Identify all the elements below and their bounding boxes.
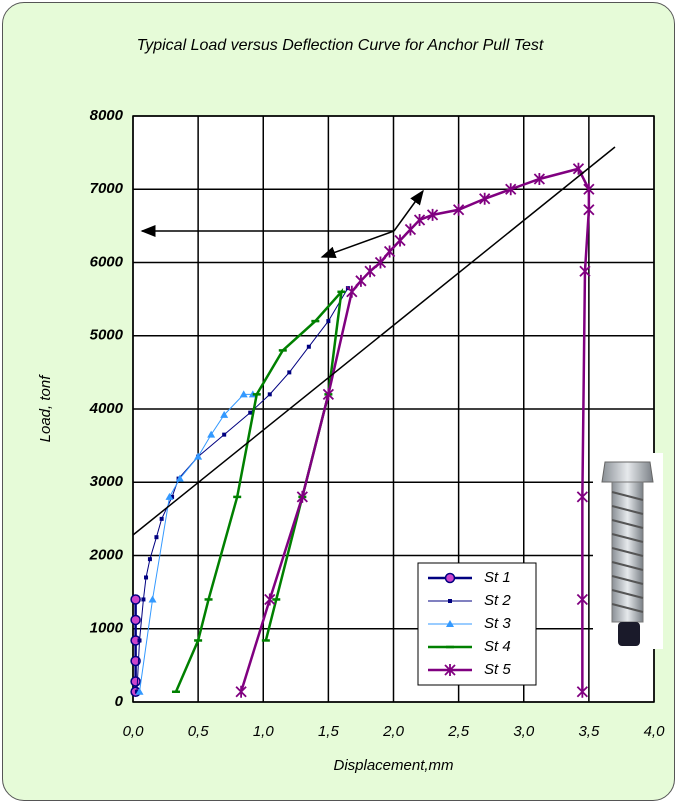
arrow: [320, 230, 395, 259]
y-tick-label: 6000: [90, 253, 124, 270]
marker: [130, 676, 141, 687]
marker: [576, 593, 588, 606]
bolt-image: [593, 453, 663, 649]
marker: [165, 492, 174, 500]
legend-label: St 3: [484, 615, 511, 632]
x-tick-label: 4,0: [644, 723, 666, 740]
marker: [444, 664, 456, 676]
plot-border: [132, 115, 655, 703]
marker: [222, 432, 227, 437]
marker: [374, 256, 387, 269]
marker: [264, 593, 276, 606]
legend-label: St 5: [484, 661, 511, 678]
marker: [322, 388, 335, 401]
x-tick-label: 0,5: [188, 723, 210, 740]
marker: [130, 655, 141, 667]
marker: [394, 234, 406, 247]
chart-title: Typical Load versus Deflection Curve for…: [136, 37, 544, 54]
series-line: [239, 167, 591, 693]
marker: [444, 572, 456, 584]
marker: [413, 214, 426, 227]
x-tick-label: 3,0: [513, 723, 535, 740]
marker: [220, 410, 229, 418]
y-tick-label: 1000: [90, 620, 124, 637]
x-tick-label: 1,0: [253, 723, 275, 740]
legend-label: St 2: [484, 592, 511, 609]
marker: [533, 172, 546, 185]
y-tick-label: 3000: [90, 473, 124, 490]
y-tick-label: 7000: [90, 180, 124, 197]
legend-label: St 1: [484, 569, 511, 586]
marker: [572, 162, 585, 175]
marker: [583, 203, 595, 216]
marker: [175, 474, 184, 482]
marker: [448, 599, 452, 603]
x-tick-label: 2,5: [447, 723, 470, 740]
marker: [446, 620, 454, 627]
marker: [248, 410, 253, 415]
legend-label: St 4: [484, 638, 511, 655]
marker: [505, 183, 517, 196]
marker: [576, 685, 588, 698]
marker: [235, 685, 247, 698]
marker: [296, 490, 308, 503]
marker: [364, 265, 376, 278]
marker: [170, 494, 175, 499]
marker: [147, 557, 152, 562]
x-tick-label: 0,0: [123, 723, 145, 740]
marker: [135, 687, 144, 695]
y-tick-label: 0: [115, 693, 124, 710]
arrow: [393, 189, 424, 232]
y-axis-label: Load, tonf: [37, 374, 54, 443]
y-tick-label: 4000: [89, 400, 124, 417]
marker: [404, 223, 417, 236]
marker: [287, 370, 292, 375]
marker: [579, 265, 591, 278]
marker: [383, 245, 396, 258]
marker: [159, 516, 164, 521]
x-tick-label: 2,0: [382, 723, 405, 740]
marker: [194, 452, 203, 460]
marker: [239, 390, 248, 398]
marker: [479, 192, 491, 205]
tangent-line: [132, 146, 616, 536]
marker: [207, 430, 216, 438]
marker: [267, 392, 272, 397]
marker: [306, 344, 311, 349]
marker: [130, 594, 141, 605]
marker: [452, 203, 465, 216]
marker: [154, 535, 159, 540]
y-tick-label: 8000: [90, 107, 124, 124]
y-tick-label: 2000: [89, 546, 124, 563]
marker: [346, 285, 358, 298]
marker: [144, 575, 149, 580]
x-axis-label: Displacement,mm: [333, 757, 453, 774]
marker: [148, 595, 157, 603]
x-tick-label: 3,5: [578, 723, 600, 740]
marker: [355, 274, 367, 287]
marker: [134, 689, 139, 694]
marker: [326, 319, 331, 324]
marker: [130, 614, 141, 626]
marker: [141, 597, 146, 602]
marker: [426, 208, 439, 221]
x-tick-label: 1,5: [318, 723, 340, 740]
marker: [576, 490, 588, 503]
marker: [137, 638, 142, 643]
marker: [583, 183, 595, 196]
y-tick-label: 5000: [90, 327, 124, 344]
